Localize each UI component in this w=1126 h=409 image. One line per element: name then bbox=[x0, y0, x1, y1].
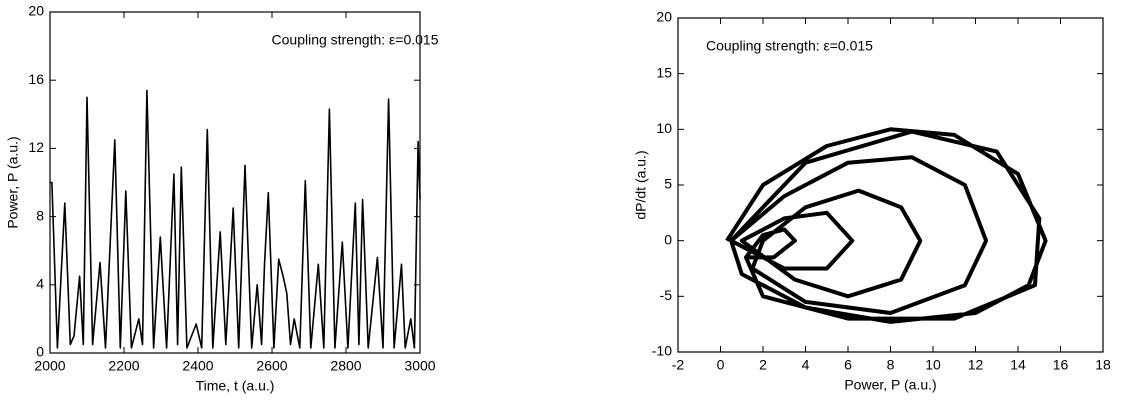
x-tick-label: 3000 bbox=[404, 358, 435, 374]
data-line bbox=[725, 127, 1048, 324]
y-tick-label: -10 bbox=[652, 343, 672, 359]
y-tick-label: 15 bbox=[656, 64, 672, 80]
y-tick-label: 20 bbox=[656, 9, 672, 25]
x-tick-label: 8 bbox=[887, 357, 895, 373]
x-tick-label: 16 bbox=[1053, 357, 1069, 373]
x-axis-label: Power, P (a.u.) bbox=[844, 377, 936, 393]
annotation: Coupling strength: ε=0.015 bbox=[272, 32, 439, 48]
y-tick-label: -5 bbox=[660, 287, 673, 303]
x-tick-label: 0 bbox=[717, 357, 725, 373]
x-tick-label: 6 bbox=[844, 357, 852, 373]
x-tick-label: 2200 bbox=[108, 358, 139, 374]
x-tick-label: 2800 bbox=[330, 358, 361, 374]
y-tick-label: 16 bbox=[28, 71, 44, 87]
y-tick-label: 0 bbox=[36, 344, 44, 360]
data-line bbox=[50, 89, 421, 349]
x-tick-label: 2000 bbox=[34, 358, 65, 374]
y-tick-label: 20 bbox=[28, 3, 44, 19]
x-tick-label: 10 bbox=[925, 357, 941, 373]
y-tick-label: 5 bbox=[664, 176, 672, 192]
plot-frame bbox=[677, 17, 1104, 353]
x-tick-label: 2600 bbox=[256, 358, 287, 374]
x-tick-label: -2 bbox=[672, 357, 685, 373]
y-tick-label: 4 bbox=[36, 276, 44, 292]
x-tick-label: 12 bbox=[968, 357, 984, 373]
plot-frame bbox=[49, 11, 421, 354]
annotation: Coupling strength: ε=0.015 bbox=[706, 38, 873, 54]
y-axis-label: dP/dt (a.u.) bbox=[633, 150, 649, 219]
y-tick-label: 8 bbox=[36, 207, 44, 223]
y-tick-label: 0 bbox=[664, 231, 672, 247]
x-axis-label: Time, t (a.u.) bbox=[196, 378, 275, 394]
x-tick-label: 2 bbox=[759, 357, 767, 373]
y-tick-label: 10 bbox=[656, 120, 672, 136]
x-tick-label: 14 bbox=[1010, 357, 1026, 373]
y-tick-label: 12 bbox=[28, 139, 44, 155]
x-tick-label: 18 bbox=[1095, 357, 1111, 373]
x-tick-label: 4 bbox=[802, 357, 810, 373]
y-axis-label: Power, P (a.u.) bbox=[5, 136, 21, 228]
x-tick-label: 2400 bbox=[182, 358, 213, 374]
